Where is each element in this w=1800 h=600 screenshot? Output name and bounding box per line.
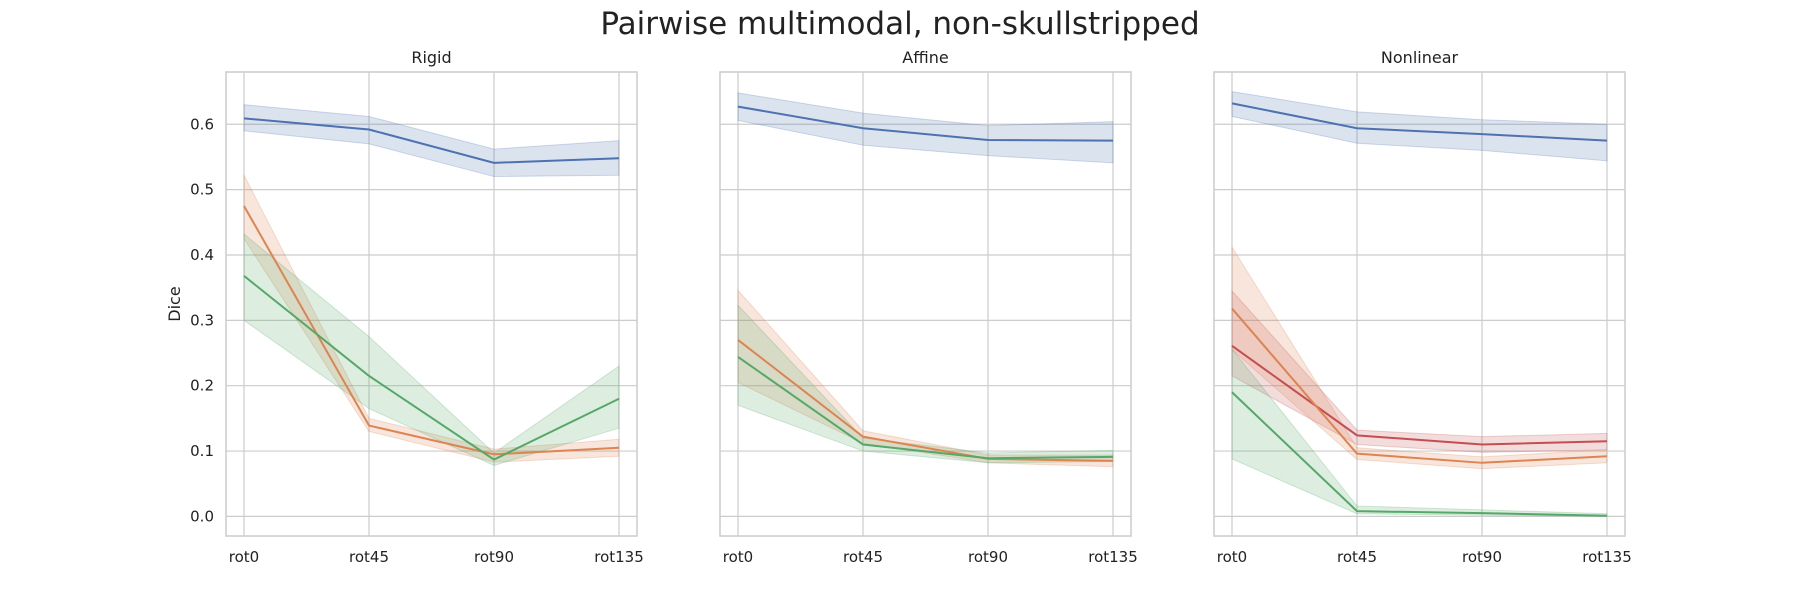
figure-title: Pairwise multimodal, non-skullstripped <box>600 6 1199 42</box>
panel-title: Rigid <box>411 48 451 67</box>
series-green-ci-band <box>243 233 620 466</box>
x-tick-label: rot45 <box>843 548 883 566</box>
series-orange-ci-band <box>243 175 620 463</box>
series-blue-line <box>737 105 1114 142</box>
y-tick-label: 0.1 <box>190 442 214 460</box>
x-tick-label: rot90 <box>1462 548 1502 566</box>
series-blue-line <box>243 117 620 164</box>
panel-rigid: Rigid rot0 rot45 rot90 rot135 0.0 0.1 0.2 0.3 0.4… <box>165 48 644 566</box>
x-tick-label: rot0 <box>723 548 753 566</box>
series-blue-ci-band <box>243 104 620 178</box>
y-tick-label: 0.5 <box>190 181 214 199</box>
x-tick-label: rot0 <box>229 548 259 566</box>
axes-frame <box>225 71 638 537</box>
x-tick-label: rot90 <box>968 548 1008 566</box>
y-tick-label: 0.2 <box>190 377 214 395</box>
panel-title: Nonlinear <box>1381 48 1459 67</box>
x-tick-label: rot0 <box>1217 548 1247 566</box>
x-tick-label: rot135 <box>1582 548 1632 566</box>
series-green-line <box>737 356 1114 460</box>
x-tick-label: rot135 <box>594 548 644 566</box>
series-orange-line <box>243 205 620 456</box>
series-blue-ci-band <box>737 92 1114 164</box>
axes-frame <box>719 71 1132 537</box>
series-green-line <box>1231 391 1608 517</box>
series-green-line <box>243 275 620 461</box>
y-tick-label: 0.0 <box>190 507 214 525</box>
series-blue-ci-band <box>1231 91 1608 162</box>
x-tick-label: rot45 <box>1337 548 1377 566</box>
y-axis-label: Dice <box>165 286 184 321</box>
panel-affine: Affine rot0 rot45 rot90 rot135 <box>719 48 1138 566</box>
axes-frame <box>1213 71 1626 537</box>
x-tick-label: rot45 <box>349 548 389 566</box>
y-tick-label: 0.4 <box>190 246 214 264</box>
x-tick-label: rot90 <box>474 548 514 566</box>
series-orange-line <box>737 339 1114 462</box>
y-tick-label: 0.3 <box>190 311 214 329</box>
series-orange-line <box>1231 307 1608 464</box>
panel-title: Affine <box>902 48 948 67</box>
series-red-line <box>1231 345 1608 446</box>
series-green-ci-band <box>1231 347 1608 517</box>
panel-nonlinear: Nonlinear rot0 rot45 rot90 rot135 <box>1213 48 1632 566</box>
series-blue-line <box>1231 102 1608 142</box>
y-tick-label: 0.6 <box>190 115 214 133</box>
x-tick-label: rot135 <box>1088 548 1138 566</box>
